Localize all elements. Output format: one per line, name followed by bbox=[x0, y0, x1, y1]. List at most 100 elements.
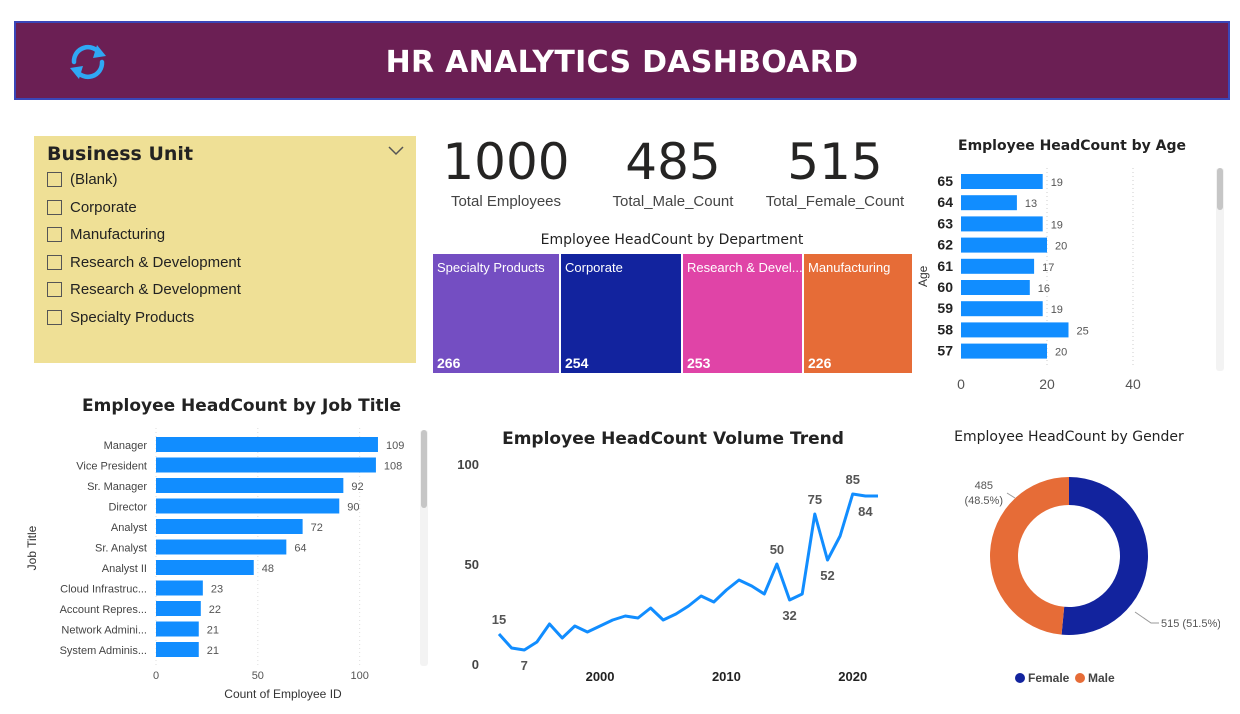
slicer-option[interactable]: Corporate bbox=[47, 196, 137, 218]
donut-label-male-value: 485 bbox=[975, 480, 993, 492]
trend-data-label: 85 bbox=[845, 472, 859, 487]
job-bar bbox=[156, 478, 344, 493]
job-bar bbox=[156, 437, 378, 452]
checkbox[interactable] bbox=[47, 254, 62, 270]
age-scrollbar[interactable] bbox=[1216, 168, 1224, 371]
slicer-option-label: Specialty Products bbox=[70, 308, 195, 326]
age-tick-label: 58 bbox=[937, 321, 953, 337]
slicer-option[interactable]: Research & Development bbox=[47, 278, 241, 300]
scrollbar-thumb[interactable] bbox=[1217, 168, 1223, 210]
kpi-value: 485 bbox=[625, 133, 721, 191]
tile-value: 254 bbox=[565, 355, 589, 371]
trend-data-label: 7 bbox=[521, 658, 528, 673]
tile-value: 266 bbox=[437, 355, 461, 371]
job-tick-label: Account Repres... bbox=[60, 604, 147, 616]
slicer-option[interactable]: Specialty Products bbox=[47, 306, 194, 328]
scrollbar-thumb[interactable] bbox=[421, 430, 427, 508]
trend-line-chart: 0 50 100 2000 2010 2020 15 7 50 32 75 52 85 84 bbox=[457, 457, 878, 684]
slicer-option[interactable]: (Blank) bbox=[47, 168, 118, 190]
job-data-label: 109 bbox=[386, 440, 404, 452]
age-tick-label: 62 bbox=[937, 237, 953, 253]
slicer-option[interactable]: Manufacturing bbox=[47, 223, 165, 245]
job-tick-label: Manager bbox=[104, 440, 148, 452]
job-tick-label: Cloud Infrastruc... bbox=[60, 584, 147, 596]
age-chart-title: Employee HeadCount by Age bbox=[958, 138, 1187, 154]
age-bar bbox=[961, 216, 1043, 232]
trend-x-tick: 2010 bbox=[712, 669, 741, 684]
slicer-option[interactable]: Research & Development bbox=[47, 251, 241, 273]
donut-label-male-pct: (48.5%) bbox=[964, 495, 1003, 507]
age-data-label: 16 bbox=[1038, 283, 1050, 295]
legend-label: Female bbox=[1028, 671, 1070, 685]
checkbox[interactable] bbox=[47, 171, 62, 187]
legend-marker bbox=[1015, 673, 1025, 683]
checkbox[interactable] bbox=[47, 281, 62, 297]
job-scrollbar[interactable] bbox=[420, 430, 428, 666]
age-tick-label: 65 bbox=[937, 173, 953, 189]
age-x-tick: 40 bbox=[1125, 376, 1141, 392]
age-bar-chart: 65 19 64 13 63 19 62 20 61 17 60 16 59 19 58 25 57 20 0 20 4… bbox=[937, 168, 1141, 392]
slicer-option-label: Corporate bbox=[70, 198, 137, 216]
job-tick-label: Analyst bbox=[111, 522, 147, 534]
refresh-icon[interactable] bbox=[64, 40, 112, 84]
age-tick-label: 59 bbox=[937, 300, 953, 316]
trend-y-tick: 0 bbox=[472, 657, 479, 672]
trend-data-label: 52 bbox=[820, 568, 834, 583]
age-data-label: 19 bbox=[1051, 177, 1063, 189]
chevron-down-icon[interactable] bbox=[386, 142, 406, 158]
checkbox[interactable] bbox=[47, 226, 62, 242]
kpi-label: Total Employees bbox=[450, 193, 562, 210]
age-bar bbox=[961, 301, 1043, 317]
checkbox[interactable] bbox=[47, 199, 62, 215]
age-bar bbox=[961, 280, 1030, 295]
job-tick-label: System Adminis... bbox=[60, 645, 147, 657]
job-tick-label: Analyst II bbox=[102, 563, 147, 575]
slicer-option-label: Manufacturing bbox=[70, 225, 166, 243]
tile-label: Manufacturing bbox=[808, 260, 891, 275]
age-tick-label: 60 bbox=[937, 279, 953, 295]
slicer-option-label: Research & Development bbox=[70, 253, 241, 271]
trend-data-label: 75 bbox=[808, 492, 822, 507]
job-data-label: 72 bbox=[311, 522, 323, 534]
job-data-label: 90 bbox=[347, 502, 359, 514]
donut-label-female: 515 (51.5%) bbox=[1161, 618, 1220, 630]
treemap-tile[interactable]: Manufacturing 226 bbox=[804, 254, 912, 373]
trend-y-tick: 100 bbox=[457, 457, 479, 472]
tile-value: 253 bbox=[687, 355, 711, 371]
treemap-tile[interactable]: Research & Devel... 253 bbox=[683, 254, 802, 373]
treemap-tile[interactable]: Corporate 254 bbox=[561, 254, 681, 373]
job-x-tick: 0 bbox=[153, 670, 159, 682]
job-tick-label: Network Admini... bbox=[61, 625, 147, 637]
gender-donut-chart: 515 (51.5%) 485 (48.5%) Female Male bbox=[964, 477, 1220, 685]
job-y-axis-label: Job Title bbox=[25, 525, 39, 570]
job-data-label: 48 bbox=[262, 563, 274, 575]
leader-line bbox=[1006, 492, 1016, 499]
job-bar bbox=[156, 621, 199, 637]
slicer-option-label: Research & Development bbox=[70, 280, 241, 298]
age-tick-label: 63 bbox=[937, 215, 953, 231]
trend-y-tick: 50 bbox=[465, 557, 479, 572]
age-tick-label: 57 bbox=[937, 343, 953, 359]
job-bar bbox=[156, 601, 201, 616]
trend-data-label: 32 bbox=[782, 608, 796, 623]
kpi-total-female: 515 Total_Female_Count bbox=[762, 137, 908, 210]
job-tick-label: Vice President bbox=[76, 461, 147, 473]
job-data-label: 21 bbox=[207, 625, 219, 637]
job-tick-label: Sr. Manager bbox=[87, 481, 147, 493]
checkbox[interactable] bbox=[47, 309, 62, 325]
donut-slice bbox=[989, 477, 1069, 635]
trend-series-line bbox=[497, 492, 878, 652]
tile-label: Specialty Products bbox=[437, 260, 545, 275]
business-unit-slicer: Business Unit (Blank) Corporate Manufact… bbox=[34, 136, 416, 363]
kpi-value: 1000 bbox=[442, 133, 570, 191]
age-data-label: 19 bbox=[1051, 219, 1063, 231]
gender-chart-title: Employee HeadCount by Gender bbox=[954, 429, 1184, 445]
treemap-tile[interactable]: Specialty Products 266 bbox=[433, 254, 559, 373]
job-bar bbox=[156, 457, 376, 473]
job-bar bbox=[156, 580, 203, 596]
kpi-label: Total_Male_Count bbox=[612, 193, 734, 210]
job-data-label: 22 bbox=[209, 604, 221, 616]
legend-label: Male bbox=[1088, 671, 1115, 685]
trend-x-tick: 2000 bbox=[586, 669, 615, 684]
age-data-label: 25 bbox=[1077, 325, 1089, 337]
